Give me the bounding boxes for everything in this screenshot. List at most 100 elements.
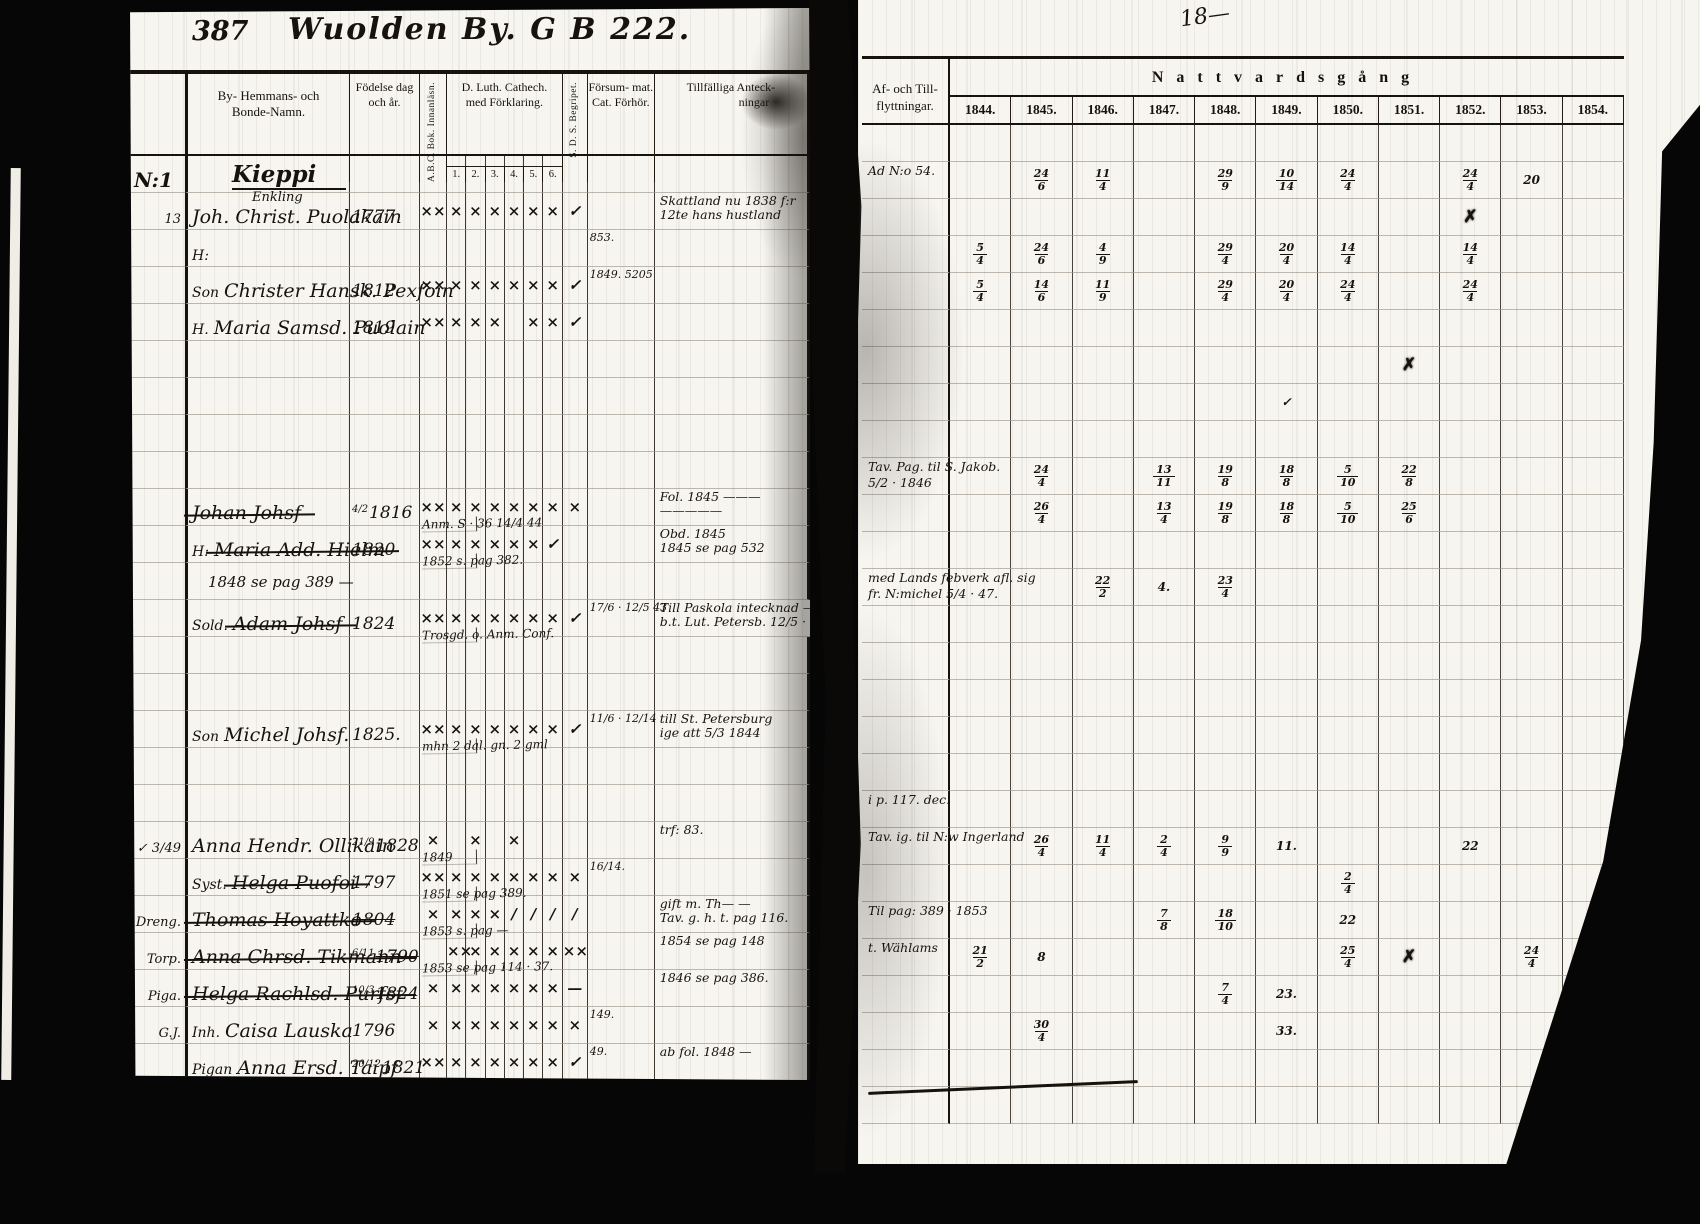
- communion-date: 5 10: [1337, 501, 1359, 525]
- communion-cell: [1562, 1087, 1624, 1124]
- communion-day: 22: [1401, 463, 1417, 477]
- year-column-header: 1845.: [1011, 97, 1073, 123]
- communion-cell: [1378, 199, 1441, 236]
- abc-mark-cell: [420, 156, 447, 193]
- communion-month: 2: [1095, 586, 1110, 599]
- cat4-mark-cell: [504, 563, 525, 600]
- communion-cell: 25 4: [1317, 939, 1379, 976]
- communion-cell: [950, 976, 1012, 1013]
- note-line: gift m. Th— —: [659, 896, 751, 911]
- cat1-mark-cell: ×: [447, 526, 467, 563]
- communion-cell: [1011, 680, 1073, 717]
- moves-column-header: Af- och Till- flyttningar.: [862, 59, 950, 123]
- communion-cell: [1501, 569, 1563, 606]
- communion-day: 29: [1217, 167, 1233, 181]
- moves-cell: [862, 273, 950, 310]
- birth-year: 1825.: [352, 725, 401, 745]
- communion-month: 14: [1275, 179, 1298, 192]
- communion-row: [862, 532, 1624, 569]
- moves-cell: [862, 495, 950, 532]
- sds-mark-cell: [562, 822, 588, 859]
- communion-cell: [1195, 1013, 1257, 1050]
- communion-cell: [950, 199, 1012, 236]
- communion-cell: [1378, 643, 1441, 680]
- relation-annotation: Enkling: [252, 190, 303, 205]
- communion-month: 4: [973, 253, 987, 266]
- cat4-mark-cell: ×: [504, 859, 525, 896]
- cat3-mark-cell: ×: [485, 304, 505, 341]
- communion-day: 13: [1156, 463, 1172, 477]
- communion-cell: 26 4: [1011, 828, 1073, 865]
- communion-cell: [1562, 828, 1624, 865]
- notes-cell: [654, 859, 810, 896]
- communion-cell: [1562, 606, 1624, 643]
- communion-cell: [1317, 754, 1379, 791]
- note-line: ige att 5/3 1844: [659, 725, 761, 741]
- margin-cell: [130, 674, 185, 711]
- name-cell: Inh. Caisa Lauska: [185, 1007, 353, 1044]
- note-line: Skattland nu 1838 f:r: [659, 193, 796, 208]
- record-row: Sold. Adam Johsf 1824 ×× × × × × × × ✓ 17/6 · 12/5 …: [130, 600, 810, 644]
- communion-cell: [1011, 754, 1073, 791]
- communion-cell: [1133, 532, 1196, 569]
- communion-cell: [1440, 865, 1502, 902]
- cat5-mark-cell: ×: [524, 267, 544, 304]
- communion-cell: [1072, 125, 1134, 162]
- communion-cell: [1256, 310, 1318, 347]
- communion-month: 4: [1524, 956, 1539, 969]
- communion-cell: 22 8: [1378, 458, 1441, 495]
- person-name: Son Michel Johsf.: [192, 724, 349, 746]
- communion-cell: [1440, 717, 1502, 754]
- previous-page-edge: [1, 167, 21, 1081]
- catechism-annotation: 1853 s. pag —: [421, 922, 509, 940]
- communion-row: Tav. Pag. til S. Jakob. 5/2 · 1846 24 4 13 11…: [862, 458, 1624, 495]
- record-row: H. Maria Samsd. Puolain 1819 ×× × × × × × ✓: [130, 304, 810, 341]
- moves-cell: [862, 310, 950, 347]
- move-note: i p. 117. dec.: [868, 792, 950, 808]
- birth-cell: [350, 230, 420, 267]
- communion-row: 26 4 13 4 19 8 18 8 5 10 25 6: [862, 495, 1624, 532]
- cat5-mark-cell: ×: [524, 970, 544, 1007]
- cat2-mark-cell: ×: [466, 304, 486, 341]
- birth-date: 4/21816: [352, 503, 412, 523]
- notes-cell: ab fol. 1848 —: [655, 1044, 810, 1080]
- cat1-mark-cell: ×: [447, 489, 467, 526]
- cat3-mark-cell: [485, 785, 505, 822]
- communion-cell: [1133, 236, 1196, 273]
- communion-cell: [1562, 421, 1624, 458]
- communion-cell: [1256, 791, 1318, 828]
- cat6-mark-cell: ∕: [543, 896, 563, 933]
- communion-cell: ✗: [1378, 939, 1441, 976]
- record-row: Son Christer Hansk. Pexfoin 1812 ×× × × × × × × ✓ 1…: [130, 267, 810, 304]
- forsummat-column-header: Försum- mat. Cat. Förhör.: [588, 74, 655, 182]
- communion-mark: 20: [1523, 173, 1540, 187]
- communion-cell: [1501, 458, 1563, 495]
- communion-date: 13 4: [1156, 501, 1171, 525]
- communion-row: Ad N:o 54. 24 6 11 4 29 9 10 14 24 4 24 4 20: [862, 162, 1624, 199]
- communion-date: 24 4: [1463, 279, 1478, 303]
- notes-cell: [654, 785, 810, 822]
- right-page: 18— Af- och Till- flyttningar. Nattvards…: [858, 0, 1700, 1164]
- year-column-header: 1847.: [1134, 97, 1196, 123]
- name-cell: [185, 785, 350, 822]
- communion-month: 8: [1279, 475, 1294, 488]
- birth-date: 20/121821: [352, 1058, 425, 1078]
- cat2-mark-cell: [466, 378, 486, 415]
- communion-cell: [1562, 199, 1624, 236]
- communion-month: 4: [1218, 993, 1233, 1006]
- communion-day: 30: [1033, 1018, 1050, 1032]
- record-row: N:1 Kieppi: [130, 156, 810, 193]
- communion-date: 24 4: [1034, 464, 1049, 488]
- person-name-text: Johan Johsf: [192, 502, 301, 524]
- forsummat-cell: 1849. 5205: [587, 267, 655, 304]
- moves-cell: Ad N:o 54.: [862, 162, 950, 199]
- communion-cell: [1440, 347, 1502, 384]
- communion-cell: [1011, 199, 1073, 236]
- name-column-header: By- Hemmans- och Bonde-Namn.: [185, 74, 350, 182]
- moves-cell: [862, 754, 950, 791]
- communion-month: 6: [1034, 290, 1049, 303]
- birth-cell: [350, 378, 420, 415]
- communion-cell: [1256, 1087, 1318, 1124]
